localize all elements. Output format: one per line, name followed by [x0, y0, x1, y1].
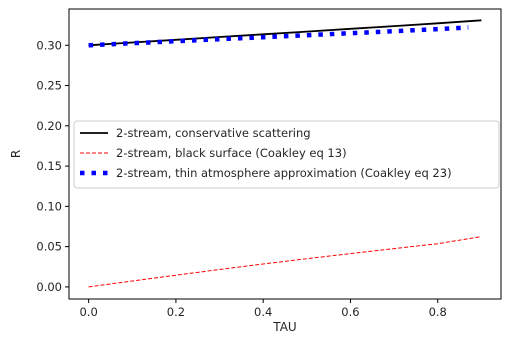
y-tick-label: 0.25	[36, 79, 62, 93]
legend-label: 2-stream, conservative scattering	[116, 126, 311, 140]
x-tick-label: 0.6	[341, 305, 359, 319]
y-axis-label: R	[9, 150, 23, 158]
x-tick-label: 0.2	[167, 305, 185, 319]
plot-area	[88, 19, 482, 288]
x-tick-label: 0.4	[254, 305, 272, 319]
ticks: 0.0 0.2 0.4 0.6 0.8 0.00 0.05 0.10 0.15 0.20 0.25 0…	[36, 38, 446, 319]
legend-box	[73, 120, 500, 189]
legend-label: 2-stream, black surface (Coakley eq 13)	[116, 146, 347, 160]
y-tick-label: 0.15	[36, 159, 62, 173]
y-tick-label: 0.10	[36, 199, 62, 213]
series-line-dotted	[88, 25, 469, 48]
y-tick-label: 0.30	[36, 38, 62, 52]
y-tick-label: 0.00	[36, 280, 62, 294]
legend-label: 2-stream, thin atmosphere approximation …	[116, 166, 452, 180]
y-tick-label: 0.20	[36, 119, 62, 133]
x-axis-label: TAU	[272, 320, 296, 334]
series-line-dashed	[88, 236, 482, 288]
legend: 2-stream, conservative scattering 2-strea…	[73, 120, 500, 189]
y-tick-label: 0.05	[36, 240, 62, 254]
series-line-solid	[88, 19, 482, 47]
x-tick-label: 0.0	[79, 305, 97, 319]
x-tick-label: 0.8	[429, 305, 447, 319]
axes-frame	[68, 8, 502, 300]
